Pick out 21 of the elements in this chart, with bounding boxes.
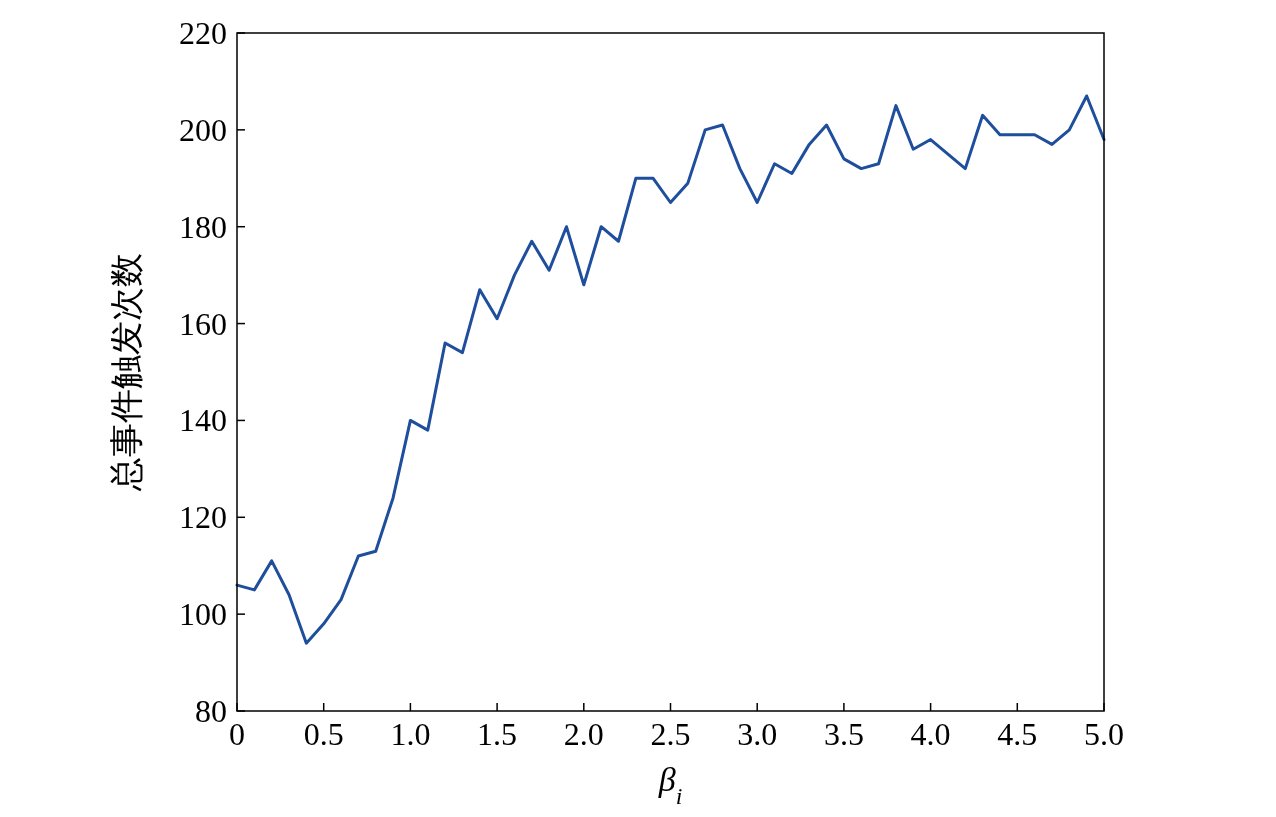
x-tick-label: 5.0 [1084,716,1124,752]
y-tick-label: 180 [179,208,227,245]
x-tick-label: 1.0 [390,716,431,752]
y-tick-label: 220 [179,15,227,51]
y-tick-label: 160 [179,305,227,342]
x-tick-label: 3.5 [823,716,864,752]
y-tick-label: 120 [179,499,227,536]
x-tick-label: 3.0 [737,716,778,752]
x-tick-label: 2.5 [650,716,691,752]
y-tick-label: 100 [179,596,227,633]
x-tick-label: 0.5 [303,716,344,752]
x-tick-label: 4.0 [910,716,951,752]
x-label: β$_{i}$ [658,761,683,809]
y-tick-label: 80 [195,693,227,729]
y-label: 总事件触发次数 [108,253,145,491]
x-tick-label: 0 [229,716,245,752]
x-tick-label: 1.5 [477,716,518,752]
y-tick-label: 200 [179,111,227,148]
x-tick-label: 4.5 [997,716,1038,752]
y-tick-label: 140 [179,402,227,439]
x-tick-label: 2.0 [563,716,604,752]
